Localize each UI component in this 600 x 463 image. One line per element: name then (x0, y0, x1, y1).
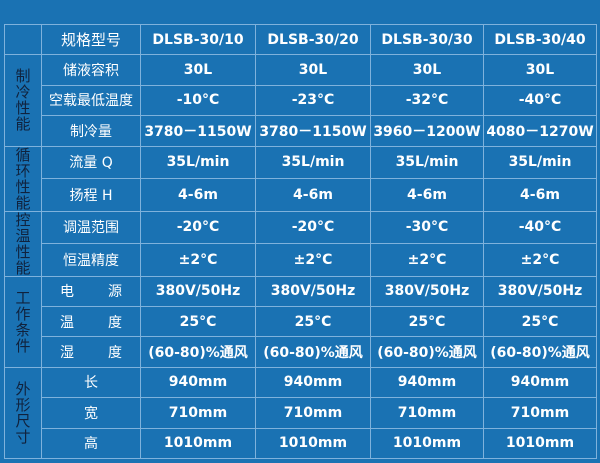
value-cell: 380V/50Hz (370, 275, 484, 307)
value-cell: 35L/min (140, 145, 256, 180)
value-cell: (60-80)%通风 (483, 336, 597, 368)
value-cell: 1010mm (255, 427, 371, 459)
table-row: 外形尺寸长 940mm 940mm 940mm 940mm (4, 366, 597, 459)
row-label: 制冷量 (41, 115, 141, 147)
value-cell: -20°C (255, 210, 371, 245)
group-label-text: 制冷性能 (15, 67, 31, 134)
table-row: 扬程 H 4-6m 4-6m 4-6m 4-6m (5, 178, 597, 212)
value-cell: 940mm (370, 366, 484, 399)
value-cell: ±2°C (255, 243, 371, 277)
group-label: 循环性能 (4, 145, 42, 212)
value-cell: 710mm (255, 397, 371, 429)
spec-table: 规格型号 DLSB-30/10 DLSB-30/20 DLSB-30/30 DL… (4, 23, 597, 459)
value-cell: 30L (483, 54, 597, 86)
group-label-text: 循环性能 (15, 145, 31, 212)
value-cell: -20°C (140, 210, 256, 245)
group-label: 制冷性能 (4, 54, 42, 147)
value-cell: 1010mm (483, 427, 597, 459)
value-cell: ±2°C (483, 243, 597, 277)
row-label: 流量 Q (41, 145, 141, 180)
model-header: DLSB-30/30 (370, 23, 484, 56)
value-cell: 30L (140, 54, 256, 86)
value-cell: 4-6m (483, 178, 597, 212)
row-label: 调温范围 (41, 210, 141, 245)
value-cell: 940mm (140, 366, 256, 399)
value-cell: 35L/min (255, 145, 371, 180)
table-row: 控温性能 调温范围 -20°C -20°C -30°C -40°C (4, 210, 597, 277)
value-cell: -30°C (370, 210, 484, 245)
row-label: 长 (41, 366, 141, 399)
table-row: 制冷性能 储液容积 30L 30L 30L 30L (4, 54, 597, 147)
row-label: 恒温精度 (41, 243, 141, 277)
group-label-text: 外形尺寸 (15, 379, 31, 446)
model-header: DLSB-30/10 (140, 23, 256, 56)
group-label-text: 控温性能 (15, 210, 31, 277)
value-cell: ±2°C (140, 243, 256, 277)
table-row: 空载最低温度 -10°C -23°C -32°C -40°C (5, 84, 597, 117)
value-cell: 4-6m (255, 178, 371, 212)
value-cell: 4-6m (140, 178, 256, 212)
table-row: 恒温精度 ±2°C ±2°C ±2°C ±2°C (5, 243, 597, 277)
row-label: 温度 (41, 305, 141, 338)
value-cell: (60-80)%通风 (140, 336, 256, 368)
table-row: 温度 25°C 25°C 25°C 25°C (5, 305, 597, 338)
table-row: 循环性能 流量 Q 35L/min 35L/min 35L/min 35L/min (4, 145, 597, 212)
row-label: 湿度 (41, 336, 141, 368)
value-cell: 1010mm (370, 427, 484, 459)
table-row: 高 1010mm 1010mm 1010mm 1010mm (5, 427, 597, 459)
group-label: 控温性能 (4, 210, 42, 277)
row-label: 扬程 H (41, 178, 141, 212)
value-cell: -40°C (483, 210, 597, 245)
row-label: 高 (41, 427, 141, 459)
table-row: 宽 710mm 710mm 710mm 710mm (5, 397, 597, 429)
value-cell: 710mm (483, 397, 597, 429)
value-cell: 25°C (483, 305, 597, 338)
corner-cell (4, 23, 42, 56)
header-row: 规格型号 DLSB-30/10 DLSB-30/20 DLSB-30/30 DL… (4, 23, 597, 56)
value-cell: -32°C (370, 84, 484, 117)
table-row: 制冷量 3780－1150W 3780－1150W 3960－1200W 4080－12… (5, 115, 597, 147)
value-cell: 3780－1150W (255, 115, 371, 147)
value-cell: 25°C (255, 305, 371, 338)
value-cell: 710mm (370, 397, 484, 429)
group-label: 工作条件 (4, 275, 42, 368)
table-row: 湿度 (60-80)%通风 (60-80)%通风 (60-80)%通风 (60-80)%… (5, 336, 597, 368)
row-label: 储液容积 (41, 54, 141, 86)
table-row: 工作条件 电源 380V/50Hz 380V/50Hz 380V/50Hz 380V/50… (4, 275, 597, 368)
value-cell: 4080－1270W (483, 115, 597, 147)
value-cell: (60-80)%通风 (370, 336, 484, 368)
value-cell: 710mm (140, 397, 256, 429)
group-label: 外形尺寸 (4, 366, 42, 459)
row-label: 宽 (41, 397, 141, 429)
value-cell: -23°C (255, 84, 371, 117)
value-cell: 35L/min (483, 145, 597, 180)
value-cell: 380V/50Hz (140, 275, 256, 307)
value-cell: 1010mm (140, 427, 256, 459)
value-cell: 3780－1150W (140, 115, 256, 147)
value-cell: (60-80)%通风 (255, 336, 371, 368)
value-cell: -40°C (483, 84, 597, 117)
value-cell: ±2°C (370, 243, 484, 277)
group-label-text: 工作条件 (15, 288, 31, 355)
value-cell: 380V/50Hz (255, 275, 371, 307)
row-label: 空载最低温度 (41, 84, 141, 117)
row-label: 电源 (41, 275, 141, 307)
model-header: DLSB-30/40 (483, 23, 597, 56)
model-header: DLSB-30/20 (255, 23, 371, 56)
header-label: 规格型号 (41, 23, 141, 56)
value-cell: 30L (370, 54, 484, 86)
value-cell: 35L/min (370, 145, 484, 180)
value-cell: 940mm (255, 366, 371, 399)
value-cell: 3960－1200W (370, 115, 484, 147)
value-cell: 30L (255, 54, 371, 86)
value-cell: 940mm (483, 366, 597, 399)
value-cell: 25°C (370, 305, 484, 338)
value-cell: 4-6m (370, 178, 484, 212)
value-cell: 25°C (140, 305, 256, 338)
value-cell: 380V/50Hz (483, 275, 597, 307)
value-cell: -10°C (140, 84, 256, 117)
